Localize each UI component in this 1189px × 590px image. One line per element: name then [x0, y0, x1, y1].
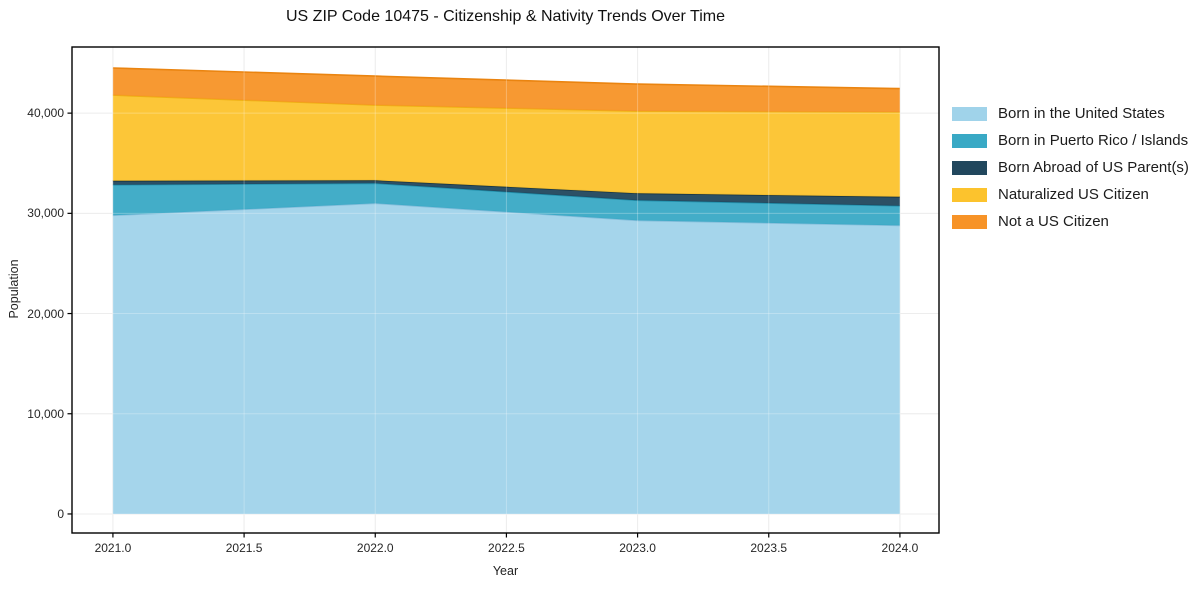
legend: Born in the United States Born in Puerto …: [952, 105, 1189, 230]
legend-swatch-icon: [952, 106, 987, 121]
area-series-2: [112, 180, 900, 206]
y-tick-label: 40,000: [27, 106, 64, 121]
legend-swatch-icon: [952, 133, 987, 148]
legend-label: Naturalized US Citizen: [998, 186, 1149, 203]
plot-frame: [71, 46, 940, 534]
area-series-3: [112, 95, 900, 197]
y-tick-label: 20,000: [27, 306, 64, 321]
legend-label: Born in Puerto Rico / Islands: [998, 132, 1189, 149]
y-tick-label: 30,000: [27, 206, 64, 221]
x-tick-label: 2022.5: [488, 541, 525, 555]
y-tick-label: 10,000: [27, 406, 64, 421]
area-series-4: [112, 68, 900, 113]
legend-label: Not a US Citizen: [998, 213, 1109, 230]
legend-item: Born in the United States: [952, 105, 1189, 122]
x-tick-label: 2023.5: [750, 541, 788, 555]
x-tick-label: 2024.0: [881, 541, 919, 555]
x-tick-label: 2023.0: [619, 541, 656, 555]
legend-item: Not a US Citizen: [952, 213, 1189, 230]
legend-item: Naturalized US Citizen: [952, 186, 1189, 203]
y-tick-label: 0: [57, 506, 64, 521]
legend-swatch-icon: [952, 187, 987, 202]
legend-swatch-icon: [952, 214, 987, 229]
legend-item: Born Abroad of US Parent(s): [952, 159, 1189, 176]
legend-swatch-icon: [952, 160, 987, 175]
area-series-0: [112, 203, 900, 515]
x-tick-label: 2021.0: [94, 541, 132, 555]
legend-label: Born in the United States: [998, 105, 1165, 122]
area-series-1: [112, 183, 900, 226]
legend-label: Born Abroad of US Parent(s): [998, 159, 1189, 176]
x-tick-label: 2021.5: [225, 541, 263, 555]
x-tick-label: 2022.0: [356, 541, 394, 555]
legend-item: Born in Puerto Rico / Islands: [952, 132, 1189, 149]
area-edge-4: [112, 67, 900, 90]
x-axis-label: Year: [492, 564, 519, 578]
chart-title: US ZIP Code 10475 - Citizenship & Nativi…: [286, 8, 725, 25]
